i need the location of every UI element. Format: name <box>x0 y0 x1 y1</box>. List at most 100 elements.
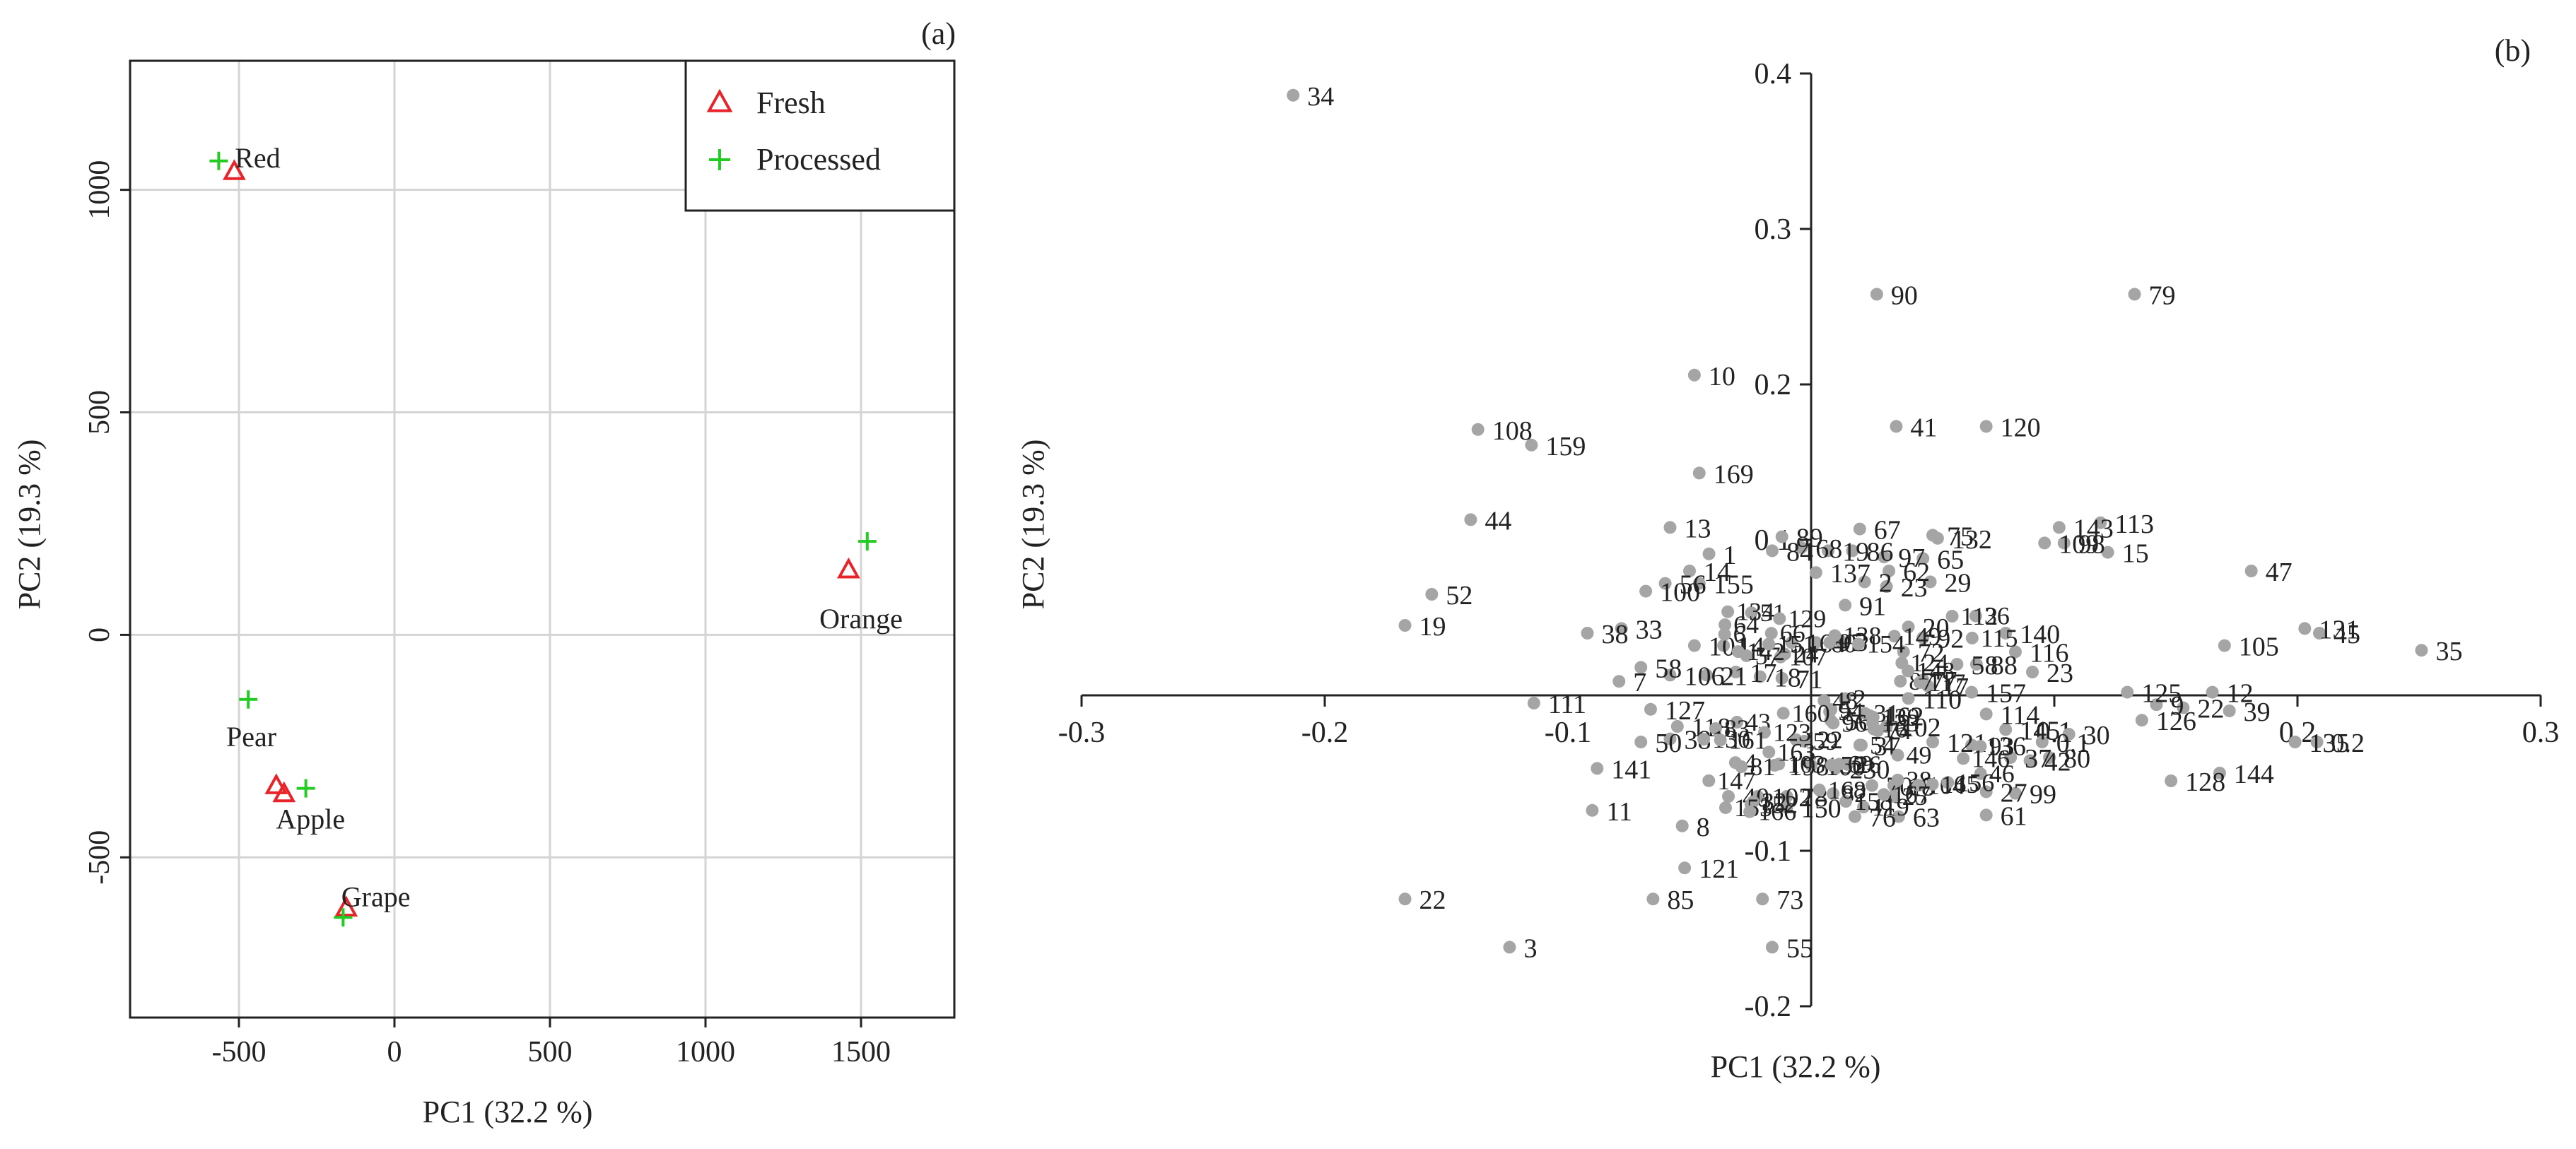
panel-b-cluster-label: 167 <box>1892 780 1931 808</box>
panel-b-cluster-label: 154 <box>1867 630 1905 658</box>
panel-b-point-label: 127 <box>1665 696 1705 726</box>
panel-b-cluster-label: 123 <box>1773 718 1811 746</box>
panel-b-cluster-label: 64 <box>1733 611 1759 639</box>
panel-b-point-label: 9 <box>2170 691 2184 721</box>
panel-a-point-fresh <box>334 895 358 917</box>
panel-b-points <box>1287 88 2428 954</box>
panel-b-point <box>2062 728 2076 741</box>
panel-b-label: (b) <box>2495 33 2531 68</box>
panel-b-x-tick-label: -0.3 <box>1058 717 1106 749</box>
panel-b-point <box>1615 622 1628 635</box>
panel-b-point <box>1425 588 1439 601</box>
panel-b-point-label: 128 <box>2185 767 2225 797</box>
panel-b-dense-cluster: 2456162425262831323643464849515354575964… <box>1697 598 2018 826</box>
panel-b-cluster-label: 48 <box>1832 687 1858 715</box>
panel-b-point-label: 10 <box>1709 362 1735 391</box>
panel-b-cluster-label: 161 <box>1729 726 1767 754</box>
panel-b-cluster-label: 26 <box>1856 750 1881 779</box>
panel-b-point-label: 38 <box>1602 620 1629 649</box>
panel-a-x-tick-label: 1000 <box>676 1036 735 1068</box>
panel-b-point <box>1464 513 1477 526</box>
panel-b-point <box>2288 736 2302 748</box>
panel-b-cluster-point <box>1891 773 1904 786</box>
panel-b-cluster-label: 16 <box>1883 715 1908 743</box>
panel-a-point-fresh <box>837 557 860 579</box>
panel-b-point-label: 21 <box>1721 661 1747 691</box>
panel-a-annotations: Red Pear Apple Grape Orange <box>226 142 903 912</box>
panel-b-point <box>1902 692 1915 705</box>
panel-b-point-label: 97 <box>1898 543 1925 573</box>
panel-b-cluster-label: 4 <box>1744 748 1757 777</box>
panel-b-point-label: 144 <box>2234 760 2274 789</box>
panel-b-cluster-point <box>1743 805 1757 818</box>
panel-b-point <box>2094 516 2107 529</box>
panel-b-cluster-point <box>1813 783 1826 796</box>
panel-b-point-label: 22 <box>1419 885 1446 915</box>
panel-b-cluster-point <box>1839 795 1853 808</box>
panel-b-point <box>2298 622 2312 635</box>
panel-b-point-label: 99 <box>2030 780 2056 810</box>
panel-b-point-label: 58 <box>1655 654 1682 683</box>
panel-b-point <box>2038 536 2051 550</box>
panel-b-point <box>2026 666 2039 678</box>
panel-a-y-tick-label: -500 <box>83 830 116 885</box>
panel-b-point-label: 65 <box>1937 545 1964 574</box>
panel-b-point <box>1753 670 1767 683</box>
panel-b-cluster-label: 103 <box>1787 750 1825 778</box>
panel-b-point <box>1644 702 1657 716</box>
panel-b-point <box>1969 658 1983 671</box>
panel-b-point <box>1822 544 1835 558</box>
panel-b-point <box>2121 685 2134 699</box>
panel-b-point <box>1722 790 1735 803</box>
panel-b-cluster-label: 5 <box>1839 695 1852 724</box>
panel-b-point <box>1634 736 1648 748</box>
panel-b-cluster-label: 107 <box>1789 643 1827 671</box>
panel-b-cluster-label: 24 <box>1793 640 1819 668</box>
panel-b-point-label: 33 <box>1636 615 1663 644</box>
panel-b-point-label: 136 <box>1986 731 2026 761</box>
panel-b-cluster-label: 151 <box>1777 630 1815 658</box>
panel-b-point-label: 41 <box>1910 413 1937 442</box>
panel-b-point-label: 157 <box>1986 679 2026 709</box>
panel-b-point <box>2223 705 2236 717</box>
panel-a-point-label: Grape <box>341 881 411 913</box>
panel-b-point-label: 132 <box>1952 525 1992 555</box>
panel-b-point <box>2023 754 2037 767</box>
panel-b-point <box>2310 736 2324 748</box>
panel-b-cluster-point <box>1941 776 1955 789</box>
panel-b-point <box>1924 575 1937 589</box>
panel-b-point <box>1775 530 1788 543</box>
panel-b-cluster-point <box>1762 637 1776 651</box>
panel-b-point <box>1853 522 1866 536</box>
panel-b-point <box>1950 658 1964 671</box>
panel-b-point <box>1965 685 1979 699</box>
panel-b-point-label: 22 <box>2197 695 2224 724</box>
panel-b-point <box>1866 779 1878 792</box>
panel-b-point <box>2150 698 2163 712</box>
panel-b-point-label: 39 <box>2244 697 2271 727</box>
panel-b-x-tick-label: -0.1 <box>1545 717 1592 749</box>
panel-b-point-label: 27 <box>2001 778 2027 808</box>
panel-b-point-label: 30 <box>2083 721 2110 750</box>
panel-b-cluster-label: 124 <box>1910 649 1948 677</box>
panel-b-x-axis-title: PC1 (32.2 %) <box>1711 1049 1881 1084</box>
panel-b-cluster-point <box>1721 605 1735 618</box>
panel-a-point-processed <box>209 151 228 170</box>
panel-b-point-label: 62 <box>1903 558 1930 587</box>
panel-a-point-label: Orange <box>819 603 903 635</box>
panel-b-point-label: 79 <box>2149 281 2176 310</box>
panel-a-point-processed <box>857 532 877 551</box>
panel-b-point <box>1979 785 1993 799</box>
panel-b-cluster-label: 74 <box>1886 717 1911 745</box>
panel-b-point-label: 71 <box>1796 665 1823 695</box>
panel-b-point-label: 89 <box>1796 524 1823 553</box>
panel-b-point-label: 3 <box>1523 933 1537 963</box>
panel-b-cluster-point <box>1969 609 1982 623</box>
panel-b-point-label: 75 <box>1947 522 1974 551</box>
panel-b-cluster-label: 148 <box>1916 656 1955 685</box>
panel-b-cluster-label: 152 <box>1760 790 1798 818</box>
panel-b-point <box>1999 627 2013 640</box>
panel-b-cluster-label: 165 <box>1941 770 1979 799</box>
panel-b-cluster-point <box>1697 733 1711 746</box>
